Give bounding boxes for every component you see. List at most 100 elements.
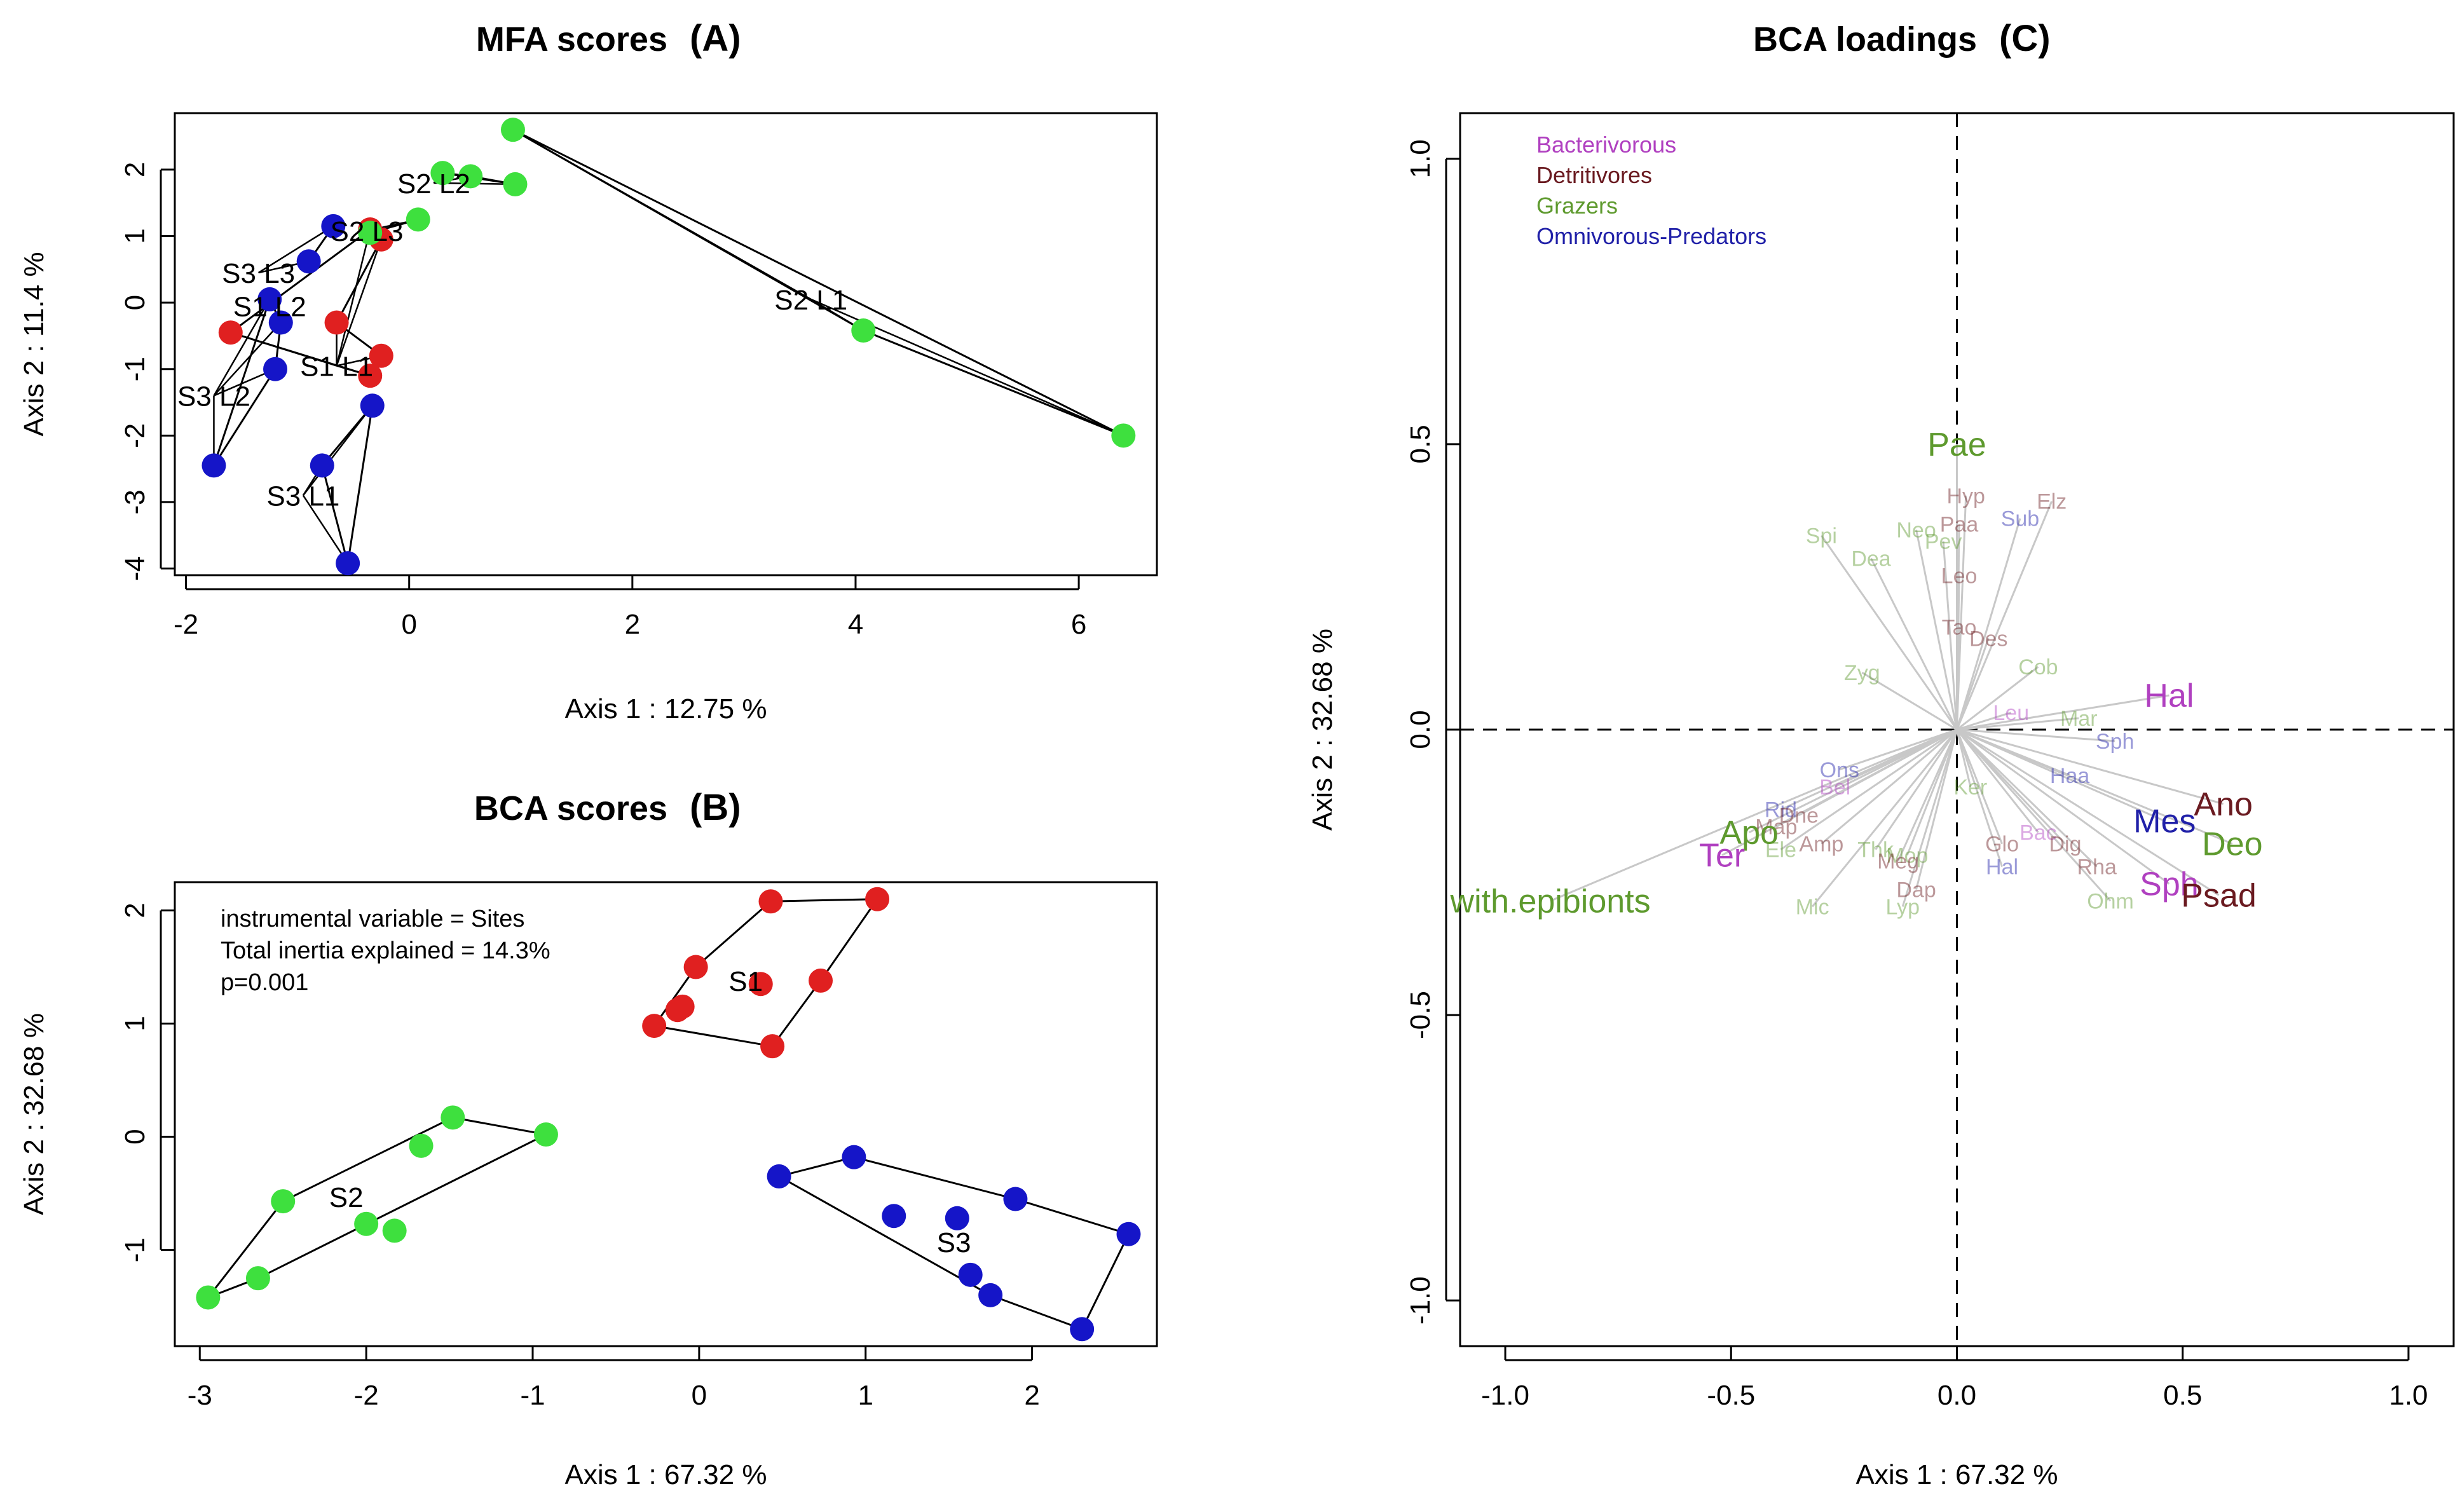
data-point (642, 1014, 667, 1039)
chart-title: BCA scores (474, 789, 667, 828)
loading-arrow (1956, 728, 2098, 868)
loading-label-minor: Haa (2050, 764, 2089, 788)
x-tick-label: -0.5 (1707, 1380, 1755, 1411)
loading-label: with.epibionts (1450, 883, 1651, 920)
group-spoke (302, 494, 349, 564)
loading-label-minor: Hal (1986, 855, 2018, 880)
group-spoke (810, 298, 1124, 437)
panel-b: BCA scores (B) -3 -2 -1 0 1 2 -1 0 1 2 Axis 1 : 67.3… (18, 787, 1158, 1490)
loading-label-minor: Mar (2060, 707, 2098, 731)
data-point (310, 453, 334, 478)
loading-label-minor: Ons (1820, 758, 1859, 782)
x-tick-label: 6 (1071, 609, 1086, 640)
loading-label: Pae (1927, 426, 1986, 463)
x-tick-label: 2 (625, 609, 640, 640)
loading-label-minor: Mop (1886, 844, 1928, 868)
y-tick-label: 0.0 (1405, 710, 1436, 749)
x-tick-label: 0 (401, 609, 416, 640)
data-point (1116, 1222, 1141, 1246)
data-point (296, 249, 321, 274)
loading-arrow (1956, 501, 2053, 730)
loading-label-minor: Des (1969, 627, 2007, 651)
loading-arrow (1915, 729, 1958, 890)
data-point (336, 551, 360, 576)
y-tick-label: 0.5 (1405, 425, 1436, 463)
loading-arrow (1901, 729, 1958, 907)
x-tick-label: 0.0 (1937, 1380, 1976, 1411)
y-tick-label: -4 (120, 556, 151, 581)
data-point (809, 968, 833, 993)
x-tick-label: -3 (188, 1380, 212, 1411)
loading-arrow (1956, 666, 2039, 731)
loading-arrow (1870, 557, 1958, 730)
group-spoke (230, 332, 337, 367)
chart-title: MFA scores (476, 20, 667, 58)
group-spoke (336, 229, 371, 366)
loading-label: Deo (2202, 826, 2262, 863)
loading-arrow (1957, 728, 2115, 742)
plot-frame (174, 881, 1158, 1347)
loading-arrow (1956, 728, 2112, 902)
data-point (218, 320, 243, 345)
y-tick-label: -0.5 (1405, 991, 1436, 1039)
group-spoke (302, 405, 373, 496)
y-tick-label: 2 (120, 902, 151, 918)
loading-label-minor: Zyg (1844, 661, 1880, 685)
loading-label-minor: Ker (1953, 775, 1987, 800)
loading-arrow (1780, 728, 1958, 850)
loading-label-minor: Elz (2037, 490, 2067, 514)
y-tick-label: 1 (120, 1016, 151, 1031)
panel-a: MFA scores (A) -2 0 2 4 6 -4 -3 -2 -1 0 1 2 Axis 1 : 1… (18, 18, 1158, 725)
data-point (268, 310, 293, 335)
data-point (1003, 1187, 1028, 1211)
loading-arrow (1957, 728, 2224, 805)
data-point (257, 287, 282, 311)
panel-tag: (A) (690, 18, 741, 59)
data-point (358, 364, 383, 388)
loading-arrow (1821, 728, 1958, 845)
plot-frame (174, 112, 1158, 576)
loading-arrow (1749, 728, 1958, 834)
loading-arrow (1550, 728, 1958, 902)
loading-arrow (1721, 728, 1958, 856)
loading-label-minor: Ele (1765, 838, 1796, 862)
group-spoke (258, 225, 334, 274)
y-tick-label: -3 (120, 489, 151, 514)
y-axis-label: Axis 2 : 32.68 % (18, 1013, 50, 1215)
group-label: S2 (329, 1182, 364, 1213)
group-spoke (336, 239, 382, 366)
data-point (382, 1218, 407, 1243)
y-tick-label: 0 (120, 295, 151, 310)
loading-arrow (1956, 729, 2039, 833)
x-axis-label: Axis 1 : 12.75 % (565, 693, 767, 725)
x-tick-label: 4 (848, 609, 863, 640)
loading-label: Hal (2144, 678, 2194, 714)
loading-label-minor: Neo (1896, 519, 1936, 543)
loading-label-minor: Bel (1819, 775, 1850, 800)
x-tick-label: 0 (692, 1380, 707, 1411)
data-point (978, 1283, 1003, 1307)
loading-label-minor: Hyp (1946, 484, 1985, 508)
loading-arrow (1875, 729, 1958, 850)
info-text: Total inertia explained = 14.3% (221, 937, 550, 964)
data-point (202, 453, 226, 478)
group-outline (512, 128, 1124, 437)
legend-entry: Grazers (1536, 193, 1618, 219)
group-label: S2 L3 (330, 216, 403, 247)
data-point (358, 221, 383, 245)
loading-label-minor: Sub (2001, 507, 2040, 531)
loading-label-minor: Leu (1993, 701, 2029, 725)
group-outline (321, 402, 374, 564)
group-label: S3 L2 (177, 381, 250, 412)
x-axis-label: Axis 1 : 67.32 % (565, 1459, 767, 1490)
loading-arrow (1957, 694, 2170, 731)
group-label: S2 L1 (774, 285, 847, 316)
loading-arrow (1811, 729, 1958, 908)
loading-label-minor: Tao (1942, 615, 1977, 639)
loading-label-minor: Pev (1925, 530, 1962, 554)
data-point (760, 1034, 785, 1059)
group-spoke (213, 322, 282, 397)
group-hull (205, 1116, 549, 1300)
data-point (865, 887, 890, 911)
